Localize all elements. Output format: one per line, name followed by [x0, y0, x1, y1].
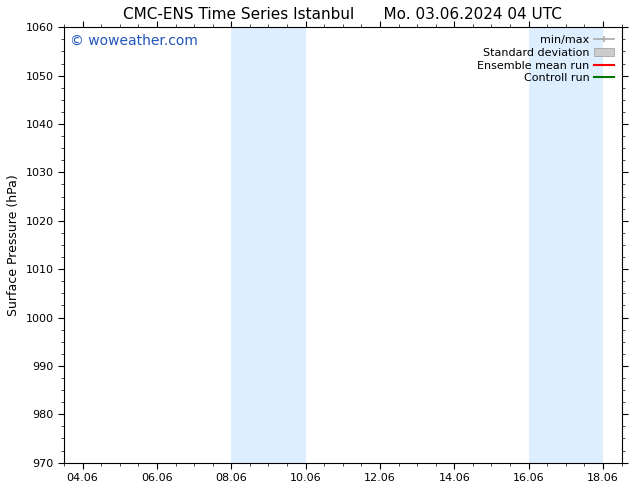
Y-axis label: Surface Pressure (hPa): Surface Pressure (hPa) [7, 174, 20, 316]
Legend: min/max, Standard deviation, Ensemble mean run, Controll run: min/max, Standard deviation, Ensemble me… [475, 33, 616, 86]
Bar [231, 27, 306, 463]
Title: CMC-ENS Time Series Istanbul      Mo. 03.06.2024 04 UTC: CMC-ENS Time Series Istanbul Mo. 03.06.2… [124, 7, 562, 22]
Bar [529, 27, 603, 463]
Text: © woweather.com: © woweather.com [70, 34, 198, 48]
